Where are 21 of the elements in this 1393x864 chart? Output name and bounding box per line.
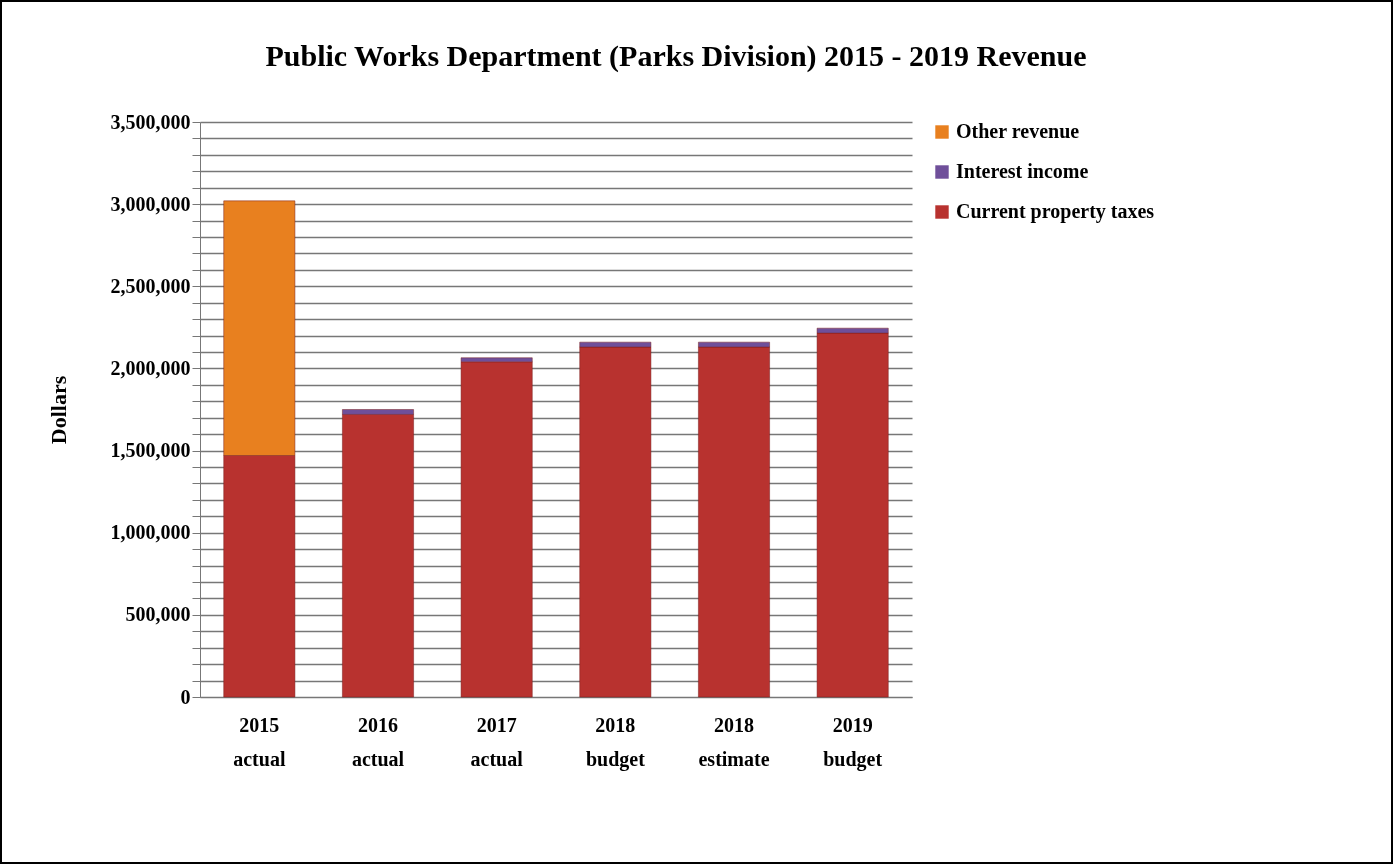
legend-label: Interest income — [956, 160, 1089, 182]
y-axis-title: Dollars — [45, 375, 71, 445]
bar — [460, 361, 533, 698]
x-tick-label: 2018 budget — [585, 713, 646, 771]
legend-label: Current property taxes — [956, 200, 1155, 223]
x-tick-label: 2017 actual — [470, 713, 524, 770]
x-tick-label: 2018 estimate — [698, 713, 770, 770]
y-tick-label: 2,000,000 — [110, 356, 191, 379]
chart-title: Public Works Department (Parks Division) 2015 - 2019 Revenue — [265, 39, 1087, 73]
y-tick-label: 3,000,000 — [110, 192, 191, 215]
y-tick-label: 3,500,000 — [110, 110, 191, 133]
legend-label: Other revenue — [956, 120, 1080, 142]
x-tick-label: 2019 budget — [823, 713, 883, 771]
y-tick-label: 500,000 — [125, 603, 191, 626]
y-tick-label: 0 — [180, 685, 191, 708]
x-tick-label: 2016 actual — [351, 713, 405, 770]
y-tick-label: 1,500,000 — [110, 439, 191, 462]
y-tick-label: 1,000,000 — [110, 521, 191, 544]
x-tick-label: 2015 actual — [233, 713, 286, 770]
bar — [816, 332, 889, 698]
y-tick-label: 2,500,000 — [110, 274, 191, 297]
